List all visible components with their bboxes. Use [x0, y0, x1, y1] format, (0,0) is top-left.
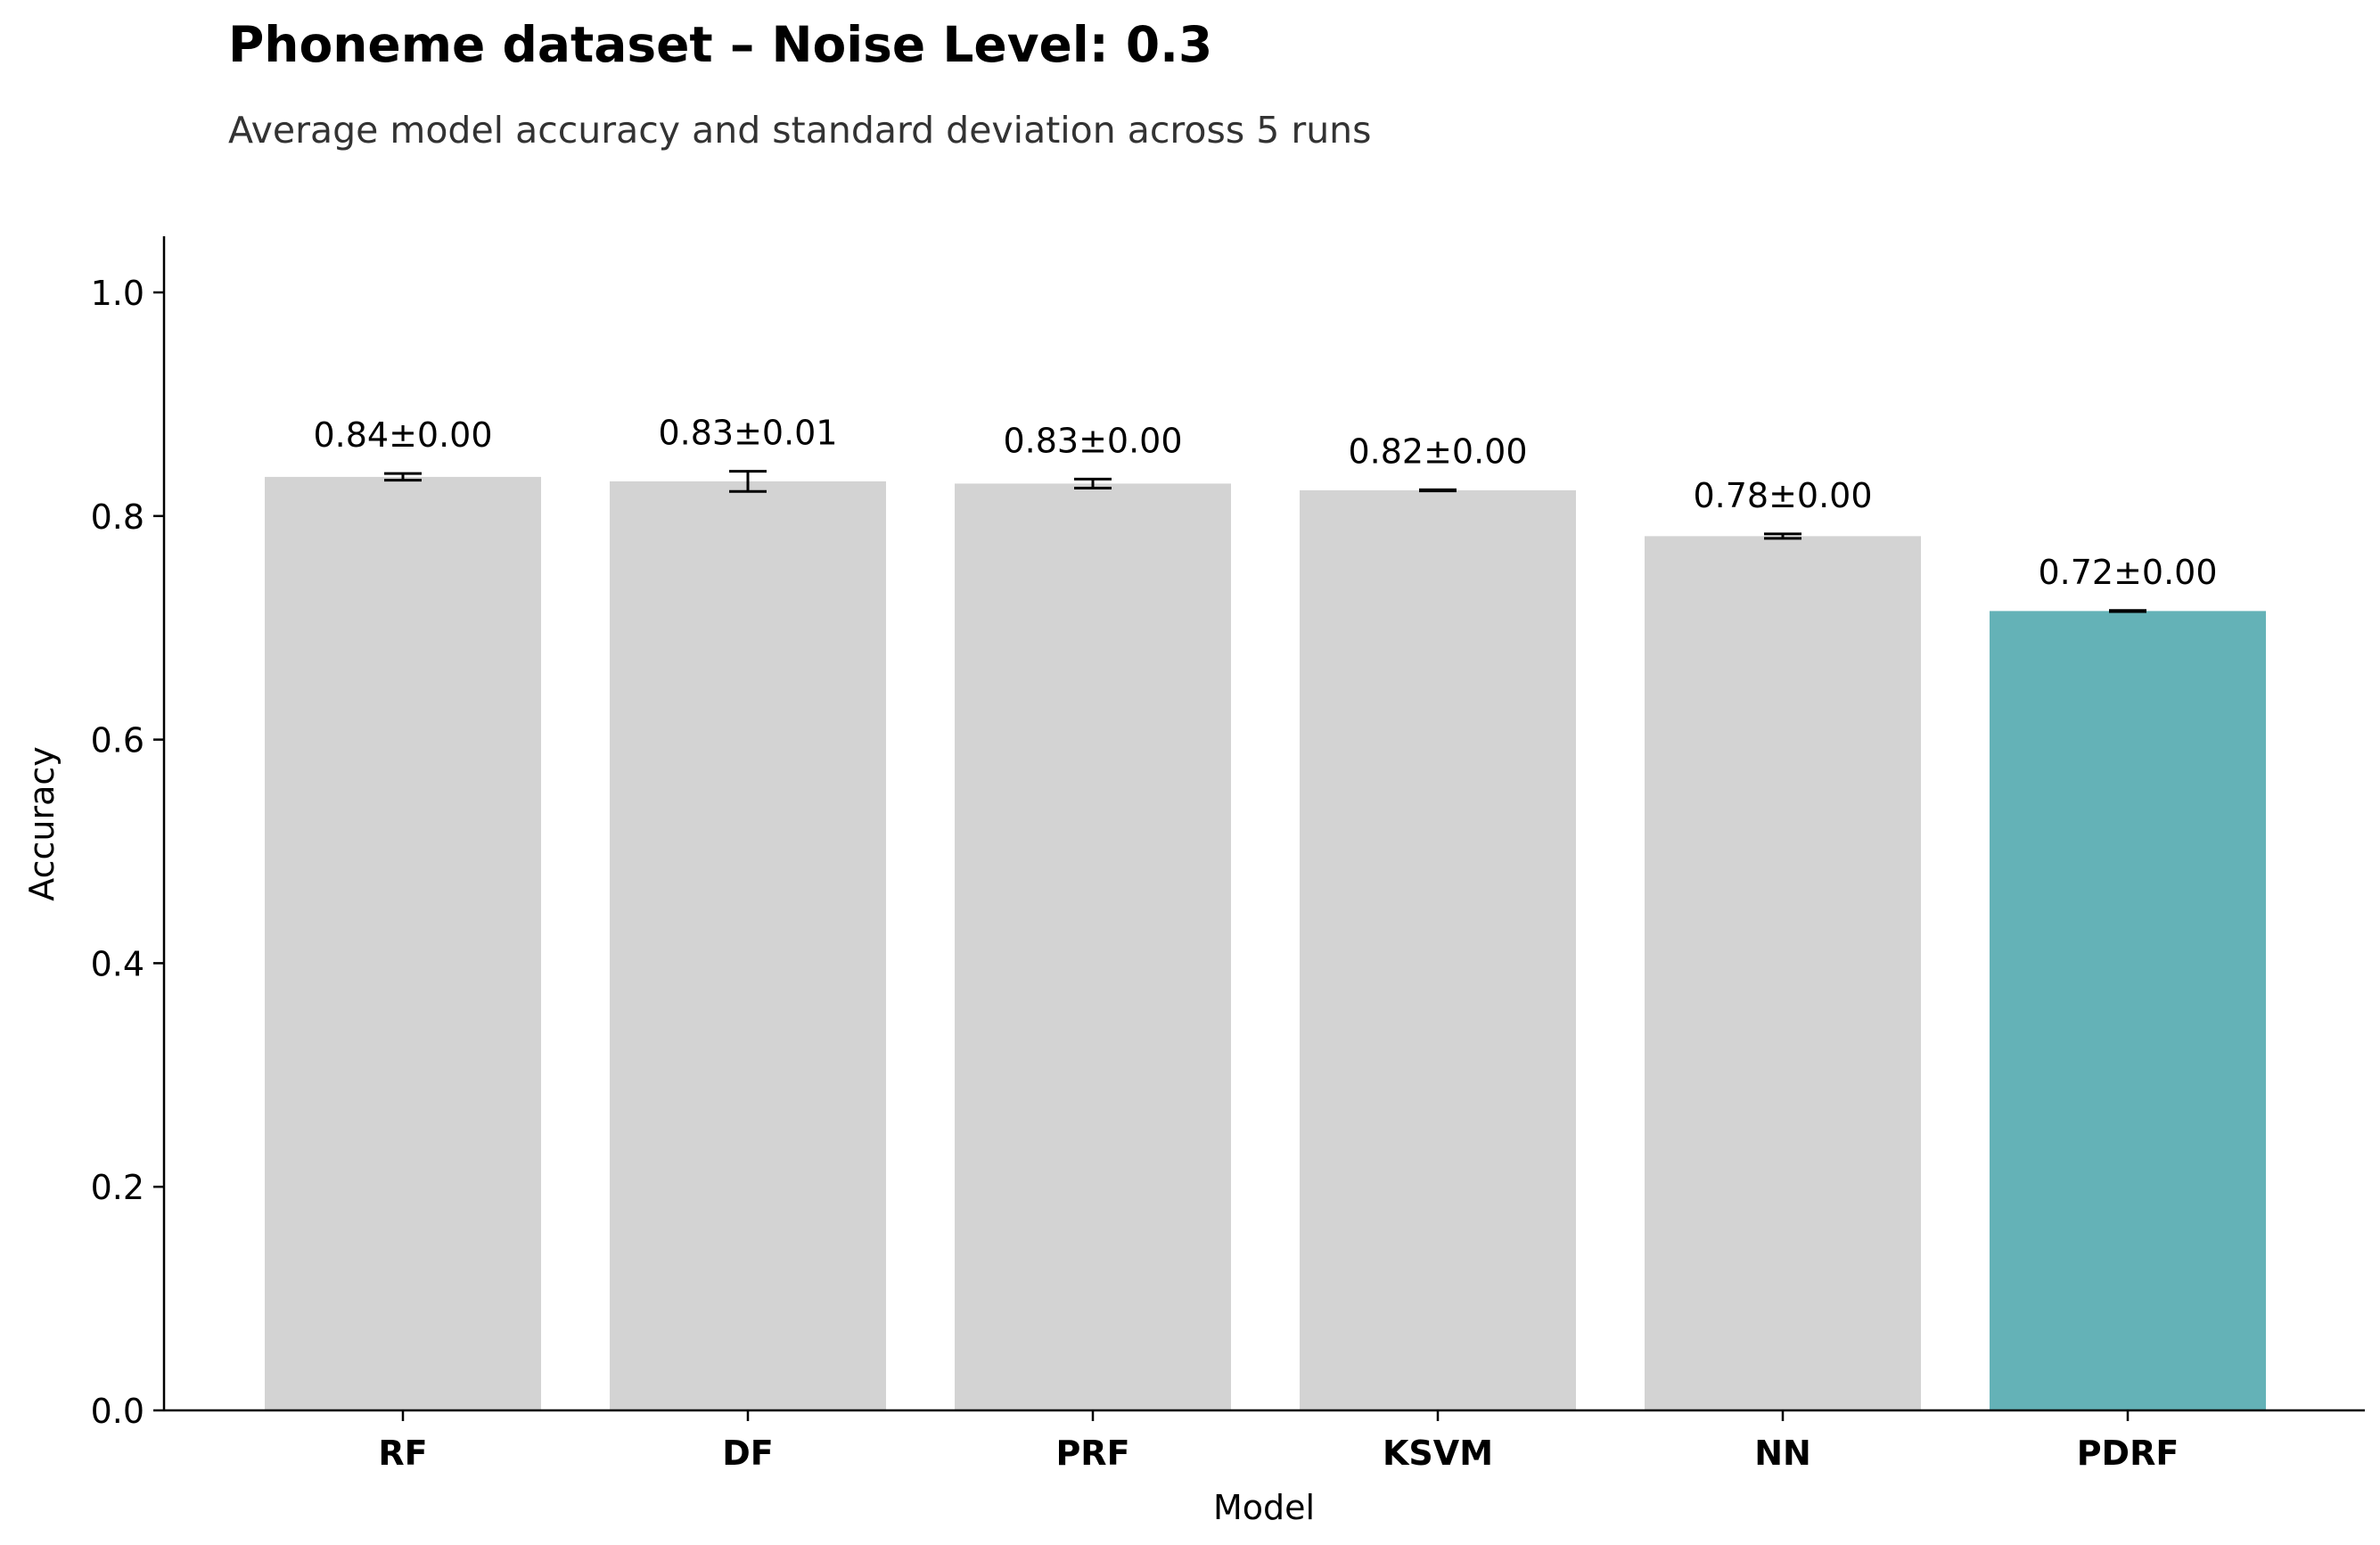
y-tick-label: 0.4 [91, 944, 144, 983]
value-label-prf: 0.83±0.00 [1003, 421, 1182, 460]
bar-nn [1645, 536, 1921, 1410]
y-tick-label: 0.6 [91, 721, 144, 760]
value-label-ksvm: 0.82±0.00 [1348, 431, 1527, 471]
y-axis-label: Accuracy [22, 746, 62, 901]
x-tick-label-prf: PRF [1055, 1434, 1129, 1473]
x-tick-label-rf: RF [378, 1434, 427, 1473]
error-bars-layer [384, 470, 2146, 613]
bar-prf [955, 483, 1231, 1410]
chart-subtitle: Average model accuracy and standard devi… [228, 109, 1372, 152]
bar-rf [265, 476, 541, 1411]
value-label-df: 0.83±0.01 [658, 414, 837, 453]
axes-layer [162, 236, 2365, 1412]
bars-layer [265, 476, 2266, 1411]
value-label-nn: 0.78±0.00 [1693, 476, 1872, 515]
value-label-pdrf: 0.72±0.00 [2038, 553, 2217, 592]
value-labels-layer: 0.84±0.00 0.83±0.01 0.83±0.00 0.82±0.00 0.78… [313, 414, 2217, 592]
y-tick-label: 0.0 [91, 1392, 144, 1431]
x-tick-label-df: DF [722, 1434, 774, 1473]
x-tick-label-pdrf: PDRF [2077, 1434, 2179, 1473]
y-tick-label: 1.0 [91, 274, 144, 313]
y-ticks-layer: 0.0 0.2 0.4 0.6 0.8 1.0 [91, 274, 164, 1431]
x-ticks-layer: RF DF PRF KSVM NN PDRF [378, 1410, 2179, 1473]
y-tick-label: 0.8 [91, 497, 144, 537]
bar-df [610, 481, 886, 1410]
x-tick-label-ksvm: KSVM [1383, 1434, 1493, 1473]
value-label-rf: 0.84±0.00 [313, 415, 492, 455]
x-tick-label-nn: NN [1754, 1434, 1811, 1473]
y-tick-label: 0.2 [91, 1168, 144, 1207]
bar-ksvm [1300, 489, 1576, 1410]
chart-title: Phoneme dataset – Noise Level: 0.3 [228, 16, 1213, 73]
bar-pdrf [1990, 611, 2266, 1410]
x-axis-label: Model [1213, 1488, 1315, 1527]
